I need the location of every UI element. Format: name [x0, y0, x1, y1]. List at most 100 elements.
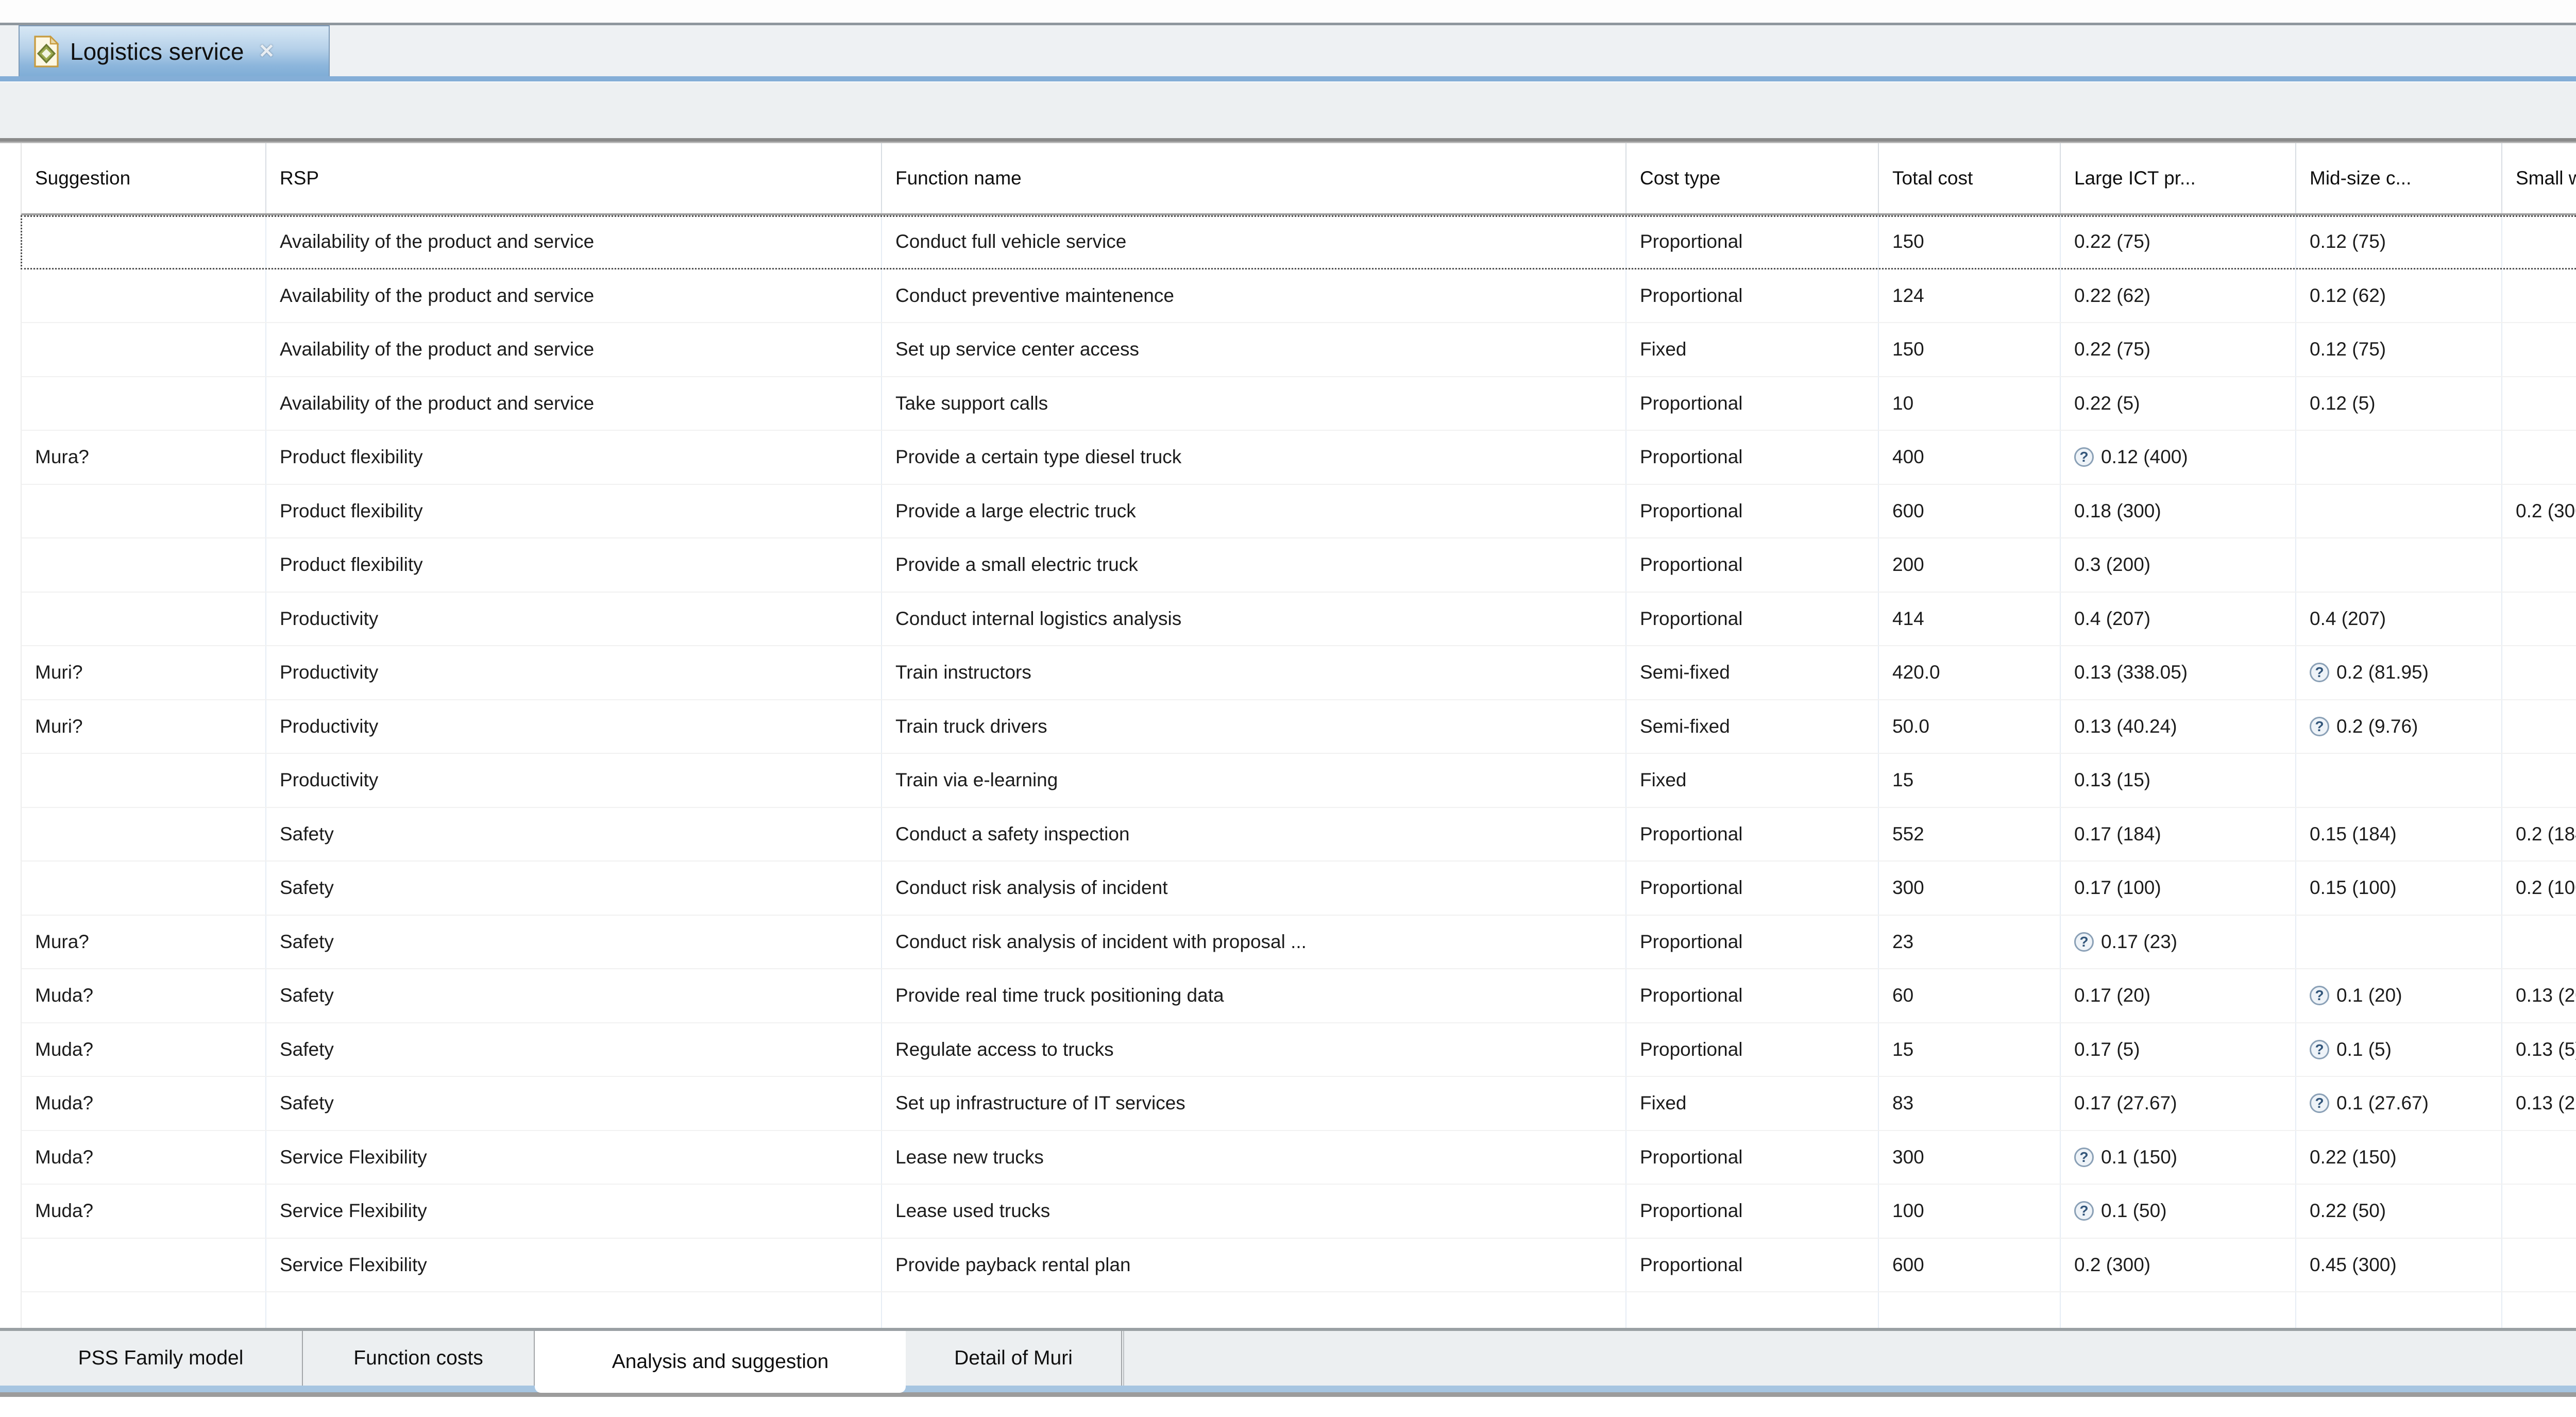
cell-value: 0.1 (27.67) [2336, 1092, 2429, 1114]
bottom-blue-strip [0, 1386, 2576, 1392]
view-tab-function-costs[interactable]: Function costs [303, 1331, 535, 1386]
view-tab-pss-family-model[interactable]: PSS Family model [20, 1331, 303, 1386]
cell-small_whis [2502, 1131, 2576, 1184]
cell-small_whis [2502, 1185, 2576, 1238]
cell-large_ict: 0.4 (207) [2061, 592, 2296, 645]
table-row[interactable]: Availability of the product and service T… [21, 377, 2576, 431]
cell-mid_size: ? 0.1 (27.67) [2296, 1077, 2502, 1130]
cell-total_cost: 100 [1879, 1185, 2061, 1238]
cell-large_ict: 0.17 (184) [2061, 807, 2296, 861]
view-tab-analysis-and-suggestion[interactable]: Analysis and suggestion [535, 1331, 906, 1393]
cell-small_whis [2502, 916, 2576, 969]
cell-small_whis: 0.2 (300) [2502, 485, 2576, 538]
cell-mid_size: ? 0.2 (9.76) [2296, 700, 2502, 753]
column-header-rsp[interactable]: RSP [266, 143, 882, 213]
cell-value: 0.22 (62) [2074, 284, 2151, 306]
cell-large_ict: ? 0.1 (50) [2061, 1185, 2296, 1238]
cell-rsp: Service Flexibility [266, 1238, 882, 1291]
table-row[interactable]: Product flexibility Provide a large elect… [21, 484, 2576, 538]
cell-rsp: Availability of the product and service [266, 215, 882, 268]
table-row[interactable]: Availability of the product and service C… [21, 269, 2576, 323]
table-row[interactable]: Muda? Safety Regulate access to trucks Prop… [21, 1023, 2576, 1077]
cell-small_whis [2502, 215, 2576, 268]
cell-function_name: Conduct a safety inspection [882, 807, 1626, 861]
table-row[interactable]: Productivity Conduct internal logistics a… [21, 592, 2576, 646]
cell-cost_type: Proportional [1626, 269, 1879, 322]
table-row[interactable]: Mura? Safety Conduct risk analysis of inci… [21, 915, 2576, 969]
cell-mid_size [2296, 484, 2502, 537]
table-row[interactable]: Mura? Product flexibility Provide a certai… [21, 431, 2576, 485]
cell-rsp: Product flexibility [266, 484, 882, 537]
cell-mid_size [2296, 754, 2502, 807]
table-row[interactable]: Safety Conduct a safety inspection Proport… [21, 807, 2576, 862]
cell-value: 0.17 (20) [2074, 985, 2151, 1006]
column-header-suggestion[interactable]: Suggestion [22, 143, 266, 213]
table-row[interactable]: Availability of the product and service S… [21, 323, 2576, 377]
cell-mid_size [2296, 915, 2502, 968]
cell-rsp: Productivity [266, 646, 882, 699]
cell-large_ict: 0.13 (40.24) [2061, 700, 2296, 753]
editor-tab-label: Logistics service [70, 38, 244, 65]
cell-value: 0.1 (50) [2101, 1200, 2167, 1222]
cell-large_ict: 0.22 (75) [2061, 323, 2296, 376]
cell-cost_type: Proportional [1626, 215, 1879, 268]
table-row[interactable]: Safety Conduct risk analysis of incident P… [21, 862, 2576, 916]
table-row[interactable]: Muda? Safety Provide real time truck posit… [21, 969, 2576, 1023]
cell-value: 0.15 (100) [2310, 877, 2397, 899]
table-row[interactable]: Service Flexibility Provide payback renta… [21, 1238, 2576, 1292]
cell-function_name: Provide a certain type diesel truck [882, 431, 1626, 484]
column-header-cost_type[interactable]: Cost type [1626, 143, 1879, 213]
column-header-mid_size[interactable]: Mid-size c... [2296, 143, 2502, 213]
cell-large_ict: 0.22 (75) [2061, 215, 2296, 268]
cell-mid_size: 0.12 (62) [2296, 269, 2502, 322]
cell-rsp: Service Flexibility [266, 1131, 882, 1184]
cell-value: 0.13 (15) [2074, 769, 2151, 791]
cell-mid_size: 0.22 (150) [2296, 1131, 2502, 1184]
column-header-small_whis[interactable]: Small whis... [2502, 143, 2576, 213]
cell-cost_type: Proportional [1626, 484, 1879, 537]
question-mark-icon: ? [2074, 1201, 2094, 1221]
cell-large_ict: ? 0.17 (23) [2061, 915, 2296, 968]
table-row[interactable]: Product flexibility Provide a small elect… [21, 538, 2576, 593]
cell-suggestion [22, 807, 266, 861]
cell-rsp: Safety [266, 1077, 882, 1130]
cell-value: 0.17 (27.67) [2074, 1092, 2177, 1114]
cell-value: 0.12 (75) [2310, 231, 2386, 252]
table-row[interactable]: Muda? Safety Set up infrastructure of IT s… [21, 1077, 2576, 1131]
empty-cell [22, 1292, 266, 1328]
cell-suggestion [22, 484, 266, 537]
cell-mid_size: 0.15 (100) [2296, 862, 2502, 915]
table-row[interactable]: Availability of the product and service C… [21, 215, 2576, 269]
cell-suggestion: Mura? [22, 915, 266, 968]
close-icon[interactable]: ✕ [258, 41, 275, 62]
cell-small_whis [2502, 538, 2576, 592]
cell-function_name: Lease used trucks [882, 1185, 1626, 1238]
cell-suggestion: Muri? [22, 646, 266, 699]
cell-suggestion [22, 592, 266, 645]
cell-value: 0.4 (207) [2074, 608, 2151, 629]
cell-value: 0.1 (150) [2101, 1146, 2178, 1168]
question-mark-icon: ? [2310, 1093, 2329, 1114]
cell-cost_type: Proportional [1626, 1023, 1879, 1076]
table-row[interactable]: Muri? Productivity Train truck drivers Semi… [21, 700, 2576, 754]
cell-value: 0.18 (300) [2074, 500, 2161, 521]
cell-small_whis [2502, 377, 2576, 430]
cell-value: 0.12 (75) [2310, 339, 2386, 360]
table-top-divider [0, 138, 2576, 143]
cell-function_name: Provide a small electric truck [882, 538, 1626, 592]
table-row[interactable]: Productivity Train via e-learning Fixed 15 0… [21, 754, 2576, 808]
cell-small_whis [2502, 646, 2576, 699]
cell-total_cost: 300 [1879, 1131, 2061, 1184]
table-row[interactable]: Muda? Service Flexibility Lease used truck… [21, 1185, 2576, 1239]
cell-rsp: Availability of the product and service [266, 323, 882, 376]
view-tab-detail-of-muri[interactable]: Detail of Muri [906, 1331, 1122, 1386]
table-row[interactable]: Muri? Productivity Train instructors Semi-f… [21, 646, 2576, 700]
cell-function_name: Train truck drivers [882, 700, 1626, 753]
column-header-function_name[interactable]: Function name [882, 143, 1626, 213]
editor-tab-logistics-service[interactable]: Logistics service ✕ [19, 25, 330, 76]
table-row[interactable]: Muda? Service Flexibility Lease new trucks… [21, 1131, 2576, 1185]
cell-value: 0.2 (9.76) [2336, 715, 2418, 737]
column-header-large_ict[interactable]: Large ICT pr... [2061, 143, 2296, 213]
cell-cost_type: Proportional [1626, 1131, 1879, 1184]
column-header-total_cost[interactable]: Total cost [1879, 143, 2061, 213]
